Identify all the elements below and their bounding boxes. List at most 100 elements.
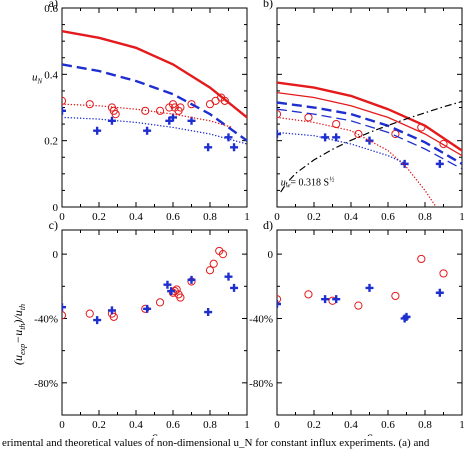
y-tick-label: 0: [53, 249, 59, 261]
x-tick-label: 0.6: [381, 211, 395, 223]
series-line-solid: [277, 91, 462, 157]
x-tick-label: 0.2: [307, 211, 321, 223]
data-point-cross: [332, 133, 341, 142]
data-point-circle: [172, 285, 181, 294]
y-label-sub: th: [18, 304, 27, 310]
data-point-circle: [155, 106, 165, 115]
plot-area: [277, 81, 462, 207]
data-point-circle: [176, 103, 185, 112]
data-point-circle: [209, 259, 218, 268]
data-point-cross: [365, 283, 374, 292]
annotation-part: = 0.318 S: [290, 177, 329, 188]
data-point-circle: [391, 291, 400, 301]
x-tick-label: 1: [459, 419, 465, 431]
data-point-circle: [304, 113, 313, 122]
data-point-cross: [230, 143, 239, 152]
y-label-part: −u: [11, 330, 25, 344]
data-point-cross: [402, 312, 411, 321]
data-point-circle: [155, 298, 165, 307]
y-label-main: u: [32, 72, 38, 84]
data-point-cross: [230, 283, 239, 292]
data-point-circle: [111, 110, 120, 119]
x-tick-label: 0.8: [203, 419, 217, 431]
data-point-circle: [187, 100, 196, 109]
series-line-dashed: [277, 108, 462, 170]
data-point-cross: [204, 308, 213, 317]
panel-label: c): [49, 218, 58, 232]
data-point-circle: [277, 295, 282, 304]
x-tick-label: 0: [59, 419, 65, 431]
data-point-cross: [143, 126, 152, 135]
y-axis-label: (uexp−uth)/uth: [11, 304, 27, 365]
plot-frame: [61, 229, 248, 416]
data-point-cross: [187, 275, 196, 284]
data-point-cross: [62, 303, 66, 312]
data-point-circle: [439, 139, 448, 149]
series-line-dotted: [277, 116, 437, 207]
data-point-cross: [167, 287, 176, 296]
x-tick-label: 0.8: [418, 211, 432, 223]
x-tick-label: 0: [59, 211, 65, 223]
y-tick-label: 0.4: [44, 69, 58, 81]
data-point-cross: [143, 304, 152, 313]
data-point-circle: [417, 254, 426, 264]
series-line-solid: [62, 30, 247, 119]
x-axis-label: S: [152, 431, 158, 436]
data-point-cross: [332, 295, 341, 304]
panel-b: 0 0.2 0.4 0.6 0.8 1 b) uw= 0.318 S½: [263, 0, 465, 223]
y-tick-label: -80%: [249, 378, 273, 390]
y-tick-label: 0.2: [44, 136, 58, 148]
data-point-circle: [218, 250, 228, 259]
data-point-circle: [62, 311, 67, 320]
x-tick-label: 0.6: [166, 419, 180, 431]
x-axis-label: S: [367, 431, 373, 436]
x-tick-label: 0.4: [344, 211, 358, 223]
x-tick-label: 0.6: [166, 211, 180, 223]
panel-d: 0 0.2 0.4 0.6 0.8 1 -80% -40% 0 d) S: [249, 218, 465, 436]
figure-caption: erimental and theoretical values of non-…: [2, 437, 430, 449]
data-point-circle: [277, 110, 282, 119]
x-tick-label: 0.8: [418, 419, 432, 431]
data-point-cross: [321, 133, 330, 142]
y-tick-label: -40%: [34, 313, 58, 325]
y-label-part: )/u: [11, 310, 25, 324]
y-tick-label: 0: [268, 249, 274, 261]
y-label-sub: exp: [18, 344, 27, 355]
data-point-cross: [163, 280, 172, 289]
series-line-dashed: [62, 63, 247, 142]
data-point-cross: [107, 306, 116, 315]
annotation-part: u: [281, 177, 286, 188]
data-point-circle: [109, 312, 118, 321]
data-point-cross: [93, 316, 102, 325]
y-tick-label: 0.6: [44, 3, 58, 15]
series-line-solid: [277, 81, 462, 152]
plot-area: [62, 30, 247, 152]
series-line-dotted: [277, 131, 408, 165]
data-point-circle: [85, 309, 94, 318]
annotation-sup: ½: [329, 175, 335, 183]
data-point-circle: [304, 290, 313, 299]
plot-area: [62, 246, 239, 325]
y-label-part: (u: [11, 355, 25, 365]
data-point-cross: [435, 159, 444, 168]
plot-area: [277, 254, 448, 323]
panel-c: 00.20.40.60.81-80%-40%0c)(uexp−uth)/uthS: [11, 218, 250, 436]
figure-panels: 0 0.2 0.4 0.6 0.8 100.20.40.6a)uN0 0.2 0.4 0.6 0.…: [11, 0, 465, 436]
panel-a: 0 0.2 0.4 0.6 0.8 100.20.40.6a)uN: [32, 0, 250, 223]
data-point-cross: [277, 300, 281, 308]
x-tick-label: 0.2: [92, 211, 106, 223]
x-tick-label: 0.4: [129, 211, 143, 223]
annotation-uw: uw= 0.318 S½: [281, 175, 335, 189]
data-point-cross: [277, 130, 281, 139]
data-point-circle: [176, 293, 185, 302]
y-axis-label: uN: [32, 72, 43, 86]
data-point-circle: [354, 301, 363, 310]
x-tick-label: 0.4: [129, 419, 143, 431]
x-tick-label: 0.2: [92, 419, 106, 431]
panel-label: d): [263, 218, 273, 232]
data-point-circle: [332, 119, 341, 129]
x-tick-label: 1: [459, 211, 465, 223]
data-point-cross: [93, 126, 102, 135]
plot-frame: [276, 229, 463, 416]
x-tick-label: 1: [244, 211, 250, 223]
